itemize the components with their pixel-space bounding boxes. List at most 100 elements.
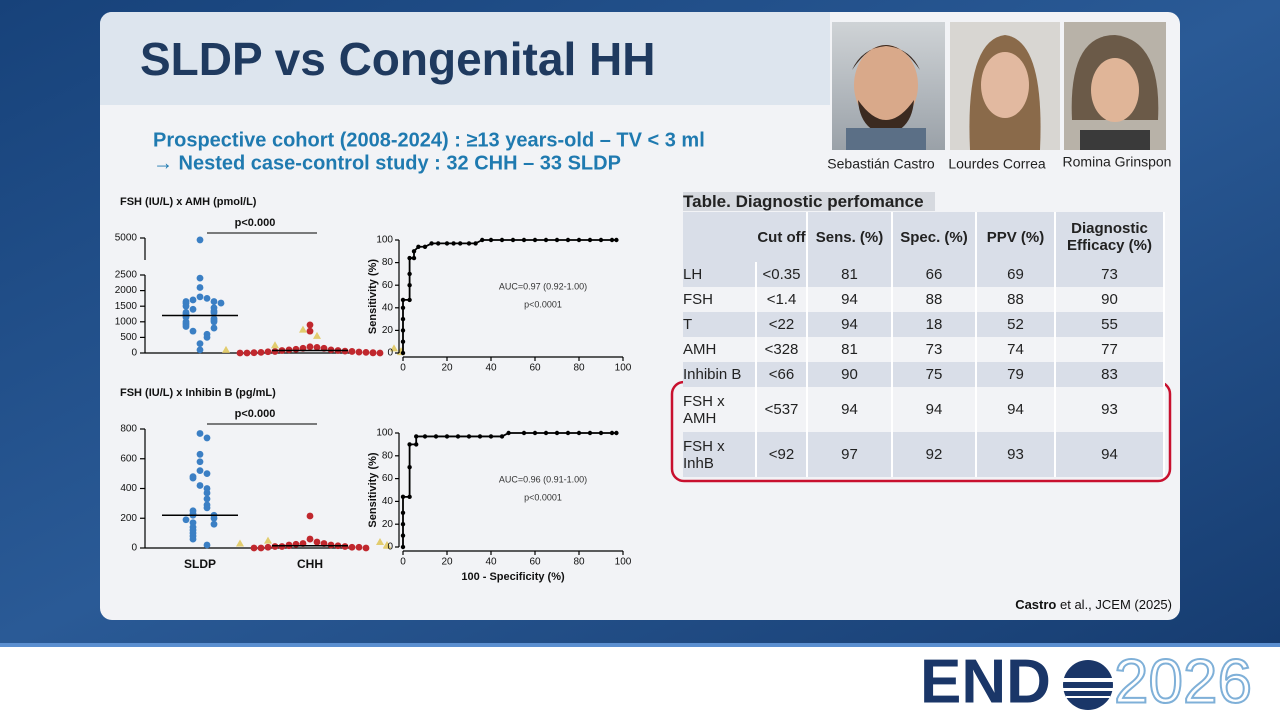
data-point [236,539,244,547]
data-point [189,474,197,482]
table-cell: 97 [808,432,893,477]
y-tick-label: 0 [131,348,137,359]
y-tick-label: 1500 [115,301,138,312]
row-label: FSH [683,287,757,312]
data-point [292,345,300,353]
data-point [182,323,190,330]
divider [0,643,1280,647]
data-point [376,538,384,546]
table-cell: 55 [1056,312,1165,337]
y-tick-label: 20 [382,325,394,336]
table-cell: <537 [757,387,808,432]
table-cell: 73 [893,337,977,362]
table-cell: 75 [893,362,977,387]
y-tick-label: 200 [120,513,137,524]
y-tick-label: 2000 [115,285,138,296]
roc-point [609,237,615,243]
y-tick-label: 800 [120,424,137,435]
citation: Castro et al., JCEM (2025) [1015,597,1172,612]
data-point [196,284,204,291]
y-tick-label: 40 [382,302,394,313]
roc-point [499,434,505,439]
roc-point [414,442,419,447]
roc-point [499,237,505,243]
y-axis-label: Sensitivity (%) [367,452,379,528]
table-cell: 94 [808,387,893,432]
data-point [182,302,190,310]
citation-author: Castro [1015,597,1056,612]
data-point [306,535,314,543]
data-point [271,348,279,355]
roc-point [455,434,461,439]
roc-point [576,237,582,243]
roc-point [433,434,439,439]
column-header: PPV (%) [977,212,1056,262]
data-point [292,540,300,548]
person-name: Lourdes Correa [948,156,1045,172]
data-point [210,318,218,326]
roc-point [416,244,421,249]
roc-point [400,316,406,322]
table-cell: <0.35 [757,262,808,287]
roc-point [458,241,463,246]
data-point [299,325,307,333]
data-point [196,430,204,437]
citation-rest: et al., JCEM (2025) [1060,597,1172,612]
column-header: Cut off [757,212,808,262]
roc-point [532,430,538,436]
table-cell: 69 [977,262,1056,287]
table-cell: 94 [893,387,977,432]
table-cell: 77 [1056,337,1165,362]
table-cell: <1.4 [757,287,808,312]
data-point [264,543,272,551]
data-point [306,327,314,335]
table-row [683,387,1165,432]
data-point [196,340,204,348]
data-point [313,331,321,339]
table-cell: 94 [808,312,893,337]
data-point [362,348,370,356]
y-tick-label: 400 [120,483,137,494]
roc-point [436,241,441,246]
table-row [683,432,1165,477]
table-cell: 66 [893,262,977,287]
data-point [203,470,211,478]
data-point [196,293,204,301]
data-point [203,295,211,302]
data-point [189,296,197,304]
roc-point [444,434,450,439]
roc-point [400,328,406,333]
roc-point [400,350,406,356]
table-cell: 83 [1056,362,1165,387]
row-label: FSH x InhB [683,432,757,477]
roc-point [614,430,619,436]
y-tick-label: 20 [382,519,394,530]
data-point [196,450,204,458]
roc-point [444,241,450,246]
data-point [264,536,272,544]
roc-point [598,430,604,436]
table-row [683,312,1165,337]
row-label: Inhibin B [683,362,757,387]
table-cell: <92 [757,432,808,477]
data-point [196,346,204,354]
roc-point [488,237,494,243]
annotation: p<0.000 [235,217,276,229]
roc-point [521,430,527,436]
roc-point [400,522,406,527]
photo [950,22,1060,150]
y-tick-label: 80 [382,257,394,268]
roc-point [506,430,511,436]
table-cell: 92 [893,432,977,477]
x-tick-label: 80 [573,557,585,568]
data-point [210,298,218,305]
x-tick-label: 100 [615,363,632,374]
roc-point [407,255,412,261]
subtitle: Prospective cohort (2008-2024) : ≥13 yea… [153,129,705,151]
data-point [306,343,314,351]
roc-point [422,244,428,249]
y-tick-label: 40 [382,496,394,507]
data-point [189,305,197,313]
data-point [189,327,197,335]
roc-point [598,237,604,243]
